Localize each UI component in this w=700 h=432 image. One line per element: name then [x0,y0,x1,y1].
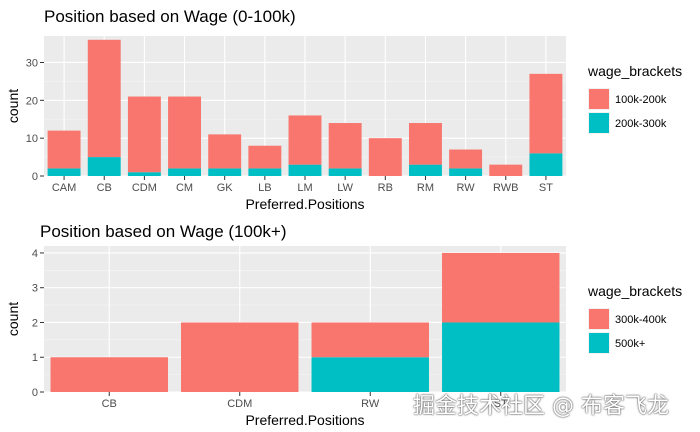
y-tick-label: 10 [26,133,38,145]
bar-100k-200k-RM [408,123,442,165]
bar-100k-200k-ST [529,73,563,154]
legend-swatch-500k+ [589,333,609,353]
legend-label-200k-300k: 200k-300k [615,118,667,130]
y-tick-label: 3 [32,283,38,295]
x-tick-label-LM: LM [297,182,312,194]
y-tick-label: 0 [32,171,38,183]
x-tick-label-LB: LB [258,182,271,194]
watermark: 掘金技术社区 @ 布客飞龙 [413,394,669,419]
x-tick-label-ST: ST [494,398,508,410]
y-tick-label: 1 [32,352,38,364]
x-tick-label-CM: CM [176,182,193,194]
legend-title: wage_brackets [587,283,682,299]
legend-label-300k-400k: 300k-400k [615,314,667,326]
x-tick-label-RW: RW [361,398,380,410]
chart-title: Position based on Wage (0-100k) [44,7,296,26]
x-tick-label-RB: RB [378,182,393,194]
x-tick-label-RWB: RWB [493,182,518,194]
bar-200k-300k-CAM [47,168,81,176]
y-axis-title: count [5,302,21,336]
chart-panel-1: 0 10 20 30 CAM CB CDM CM GK LB LM LW RB RM RW RWB ST [26,36,610,194]
legend-label-100k-200k: 100k-200k [615,94,667,106]
x-tick-label-CDM: CDM [227,398,252,410]
x-tick-label-CB: CB [102,398,117,410]
y-tick-label: 30 [26,57,38,69]
legend-swatch-100k-200k [589,89,609,109]
bar-100k-200k-CB [87,39,121,158]
bar-100k-200k-RWB [489,164,523,176]
bar-300k-400k-CB [50,357,168,392]
bar-200k-300k-RM [408,164,442,176]
x-tick-label-RW: RW [457,182,476,194]
bar-200k-300k-RW [449,168,483,176]
bar-200k-300k-LB [248,168,282,176]
bar-200k-300k-LM [288,164,322,176]
legend-swatch-200k-300k [589,113,609,133]
y-tick-label: 0 [32,387,38,399]
bar-200k-300k-ST [529,153,563,176]
bar-200k-300k-CB [87,157,121,176]
x-axis-title: Preferred.Positions [245,412,364,428]
x-tick-label-CAM: CAM [52,182,76,194]
x-tick-label-ST: ST [539,182,553,194]
bar-500k+-RW [311,357,429,392]
bar-300k-400k-CDM [181,322,299,392]
bar-200k-300k-CDM [127,172,161,176]
legend-swatch-300k-400k [589,309,609,329]
bar-100k-200k-LB [248,145,282,169]
bar-100k-200k-CM [168,96,202,169]
x-tick-label-CDM: CDM [132,182,157,194]
bar-100k-200k-CDM [127,96,161,173]
y-tick-label: 4 [32,248,38,260]
y-axis-title: count [5,89,21,123]
bar-100k-200k-GK [208,134,242,169]
x-axis-title: Preferred.Positions [245,196,364,212]
y-tick-label: 2 [32,317,38,329]
chart-panel-2: 0 1 2 3 4 CB CDM RW ST [32,246,610,410]
chart-title: Position based on Wage (100k+) [40,222,287,241]
bar-100k-200k-CAM [47,130,81,169]
bar-200k-300k-GK [208,168,242,176]
bar-100k-200k-RW [449,149,483,169]
legend-title: wage_brackets [587,63,682,79]
x-tick-label-LW: LW [337,182,353,194]
bar-200k-300k-LW [328,168,362,176]
bar-200k-300k-CM [168,168,202,176]
bar-100k-200k-RB [368,138,402,176]
bar-500k+-ST [442,322,560,392]
bar-100k-200k-LM [288,115,322,165]
x-tick-label-RM: RM [417,182,434,194]
bar-300k-400k-RW [311,322,429,358]
legend-label-500k+: 500k+ [615,338,645,350]
x-tick-label-GK: GK [217,182,234,194]
bar-100k-200k-LW [328,123,362,169]
x-tick-label-CB: CB [97,182,112,194]
bar-300k-400k-ST [442,252,560,323]
y-tick-label: 20 [26,95,38,107]
